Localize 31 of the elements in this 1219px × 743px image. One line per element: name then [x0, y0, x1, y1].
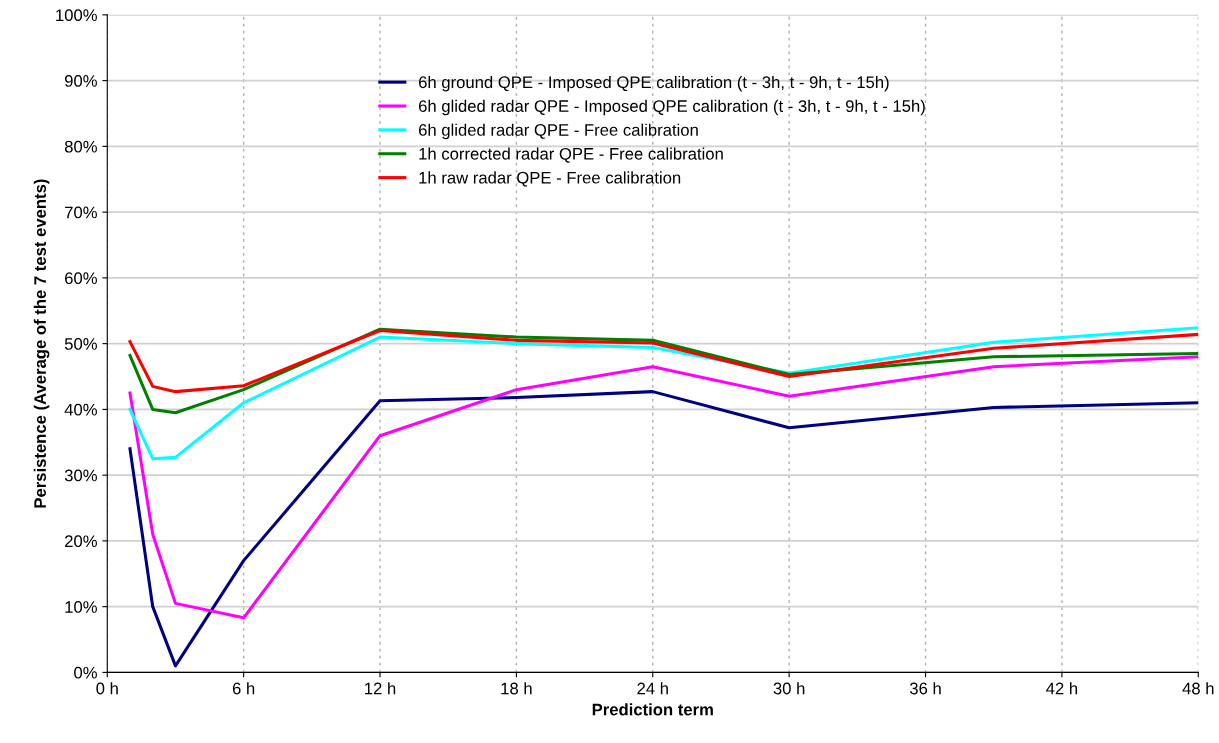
x-axis-title: Prediction term	[592, 703, 713, 716]
y-tick-label: 70%	[65, 206, 97, 219]
y-tick-label: 90%	[64, 75, 97, 87]
line-series	[128, 355, 1199, 620]
line-series	[128, 326, 1199, 461]
legend-label: 1h corrected radar QPE - Free calibration	[419, 147, 723, 163]
y-tick-label: 30%	[64, 469, 97, 482]
x-tick-label: 30 h	[773, 682, 805, 695]
legend-label: 6h ground QPE - Imposed QPE calibration (t - 3h, t - 9h, t - 15h)	[418, 75, 889, 92]
y-tick-label: 100%	[56, 9, 97, 22]
y-tick-label: 50%	[64, 338, 97, 350]
legend-label: 1h raw radar QPE - Free calibration	[419, 171, 681, 187]
legend-label: 6h glided radar QPE - Imposed QPE calibration (t - 3h, t - 9h, t - 15h)	[418, 99, 925, 116]
line-series	[128, 390, 1199, 668]
x-tick-label: 42 h	[1046, 682, 1078, 695]
x-tick-label: 24 h	[637, 682, 668, 695]
y-axis-title: Persistence (Average of the 7 test events)	[33, 179, 50, 508]
y-tick-label: 60%	[65, 272, 97, 285]
y-tick-label: 10%	[65, 601, 97, 613]
y-tick-label: 20%	[65, 535, 97, 548]
x-tick-label: 0 h	[96, 682, 118, 695]
y-tick-label: 0%	[74, 666, 97, 679]
y-tick-label: 80%	[64, 140, 97, 153]
y-tick-label: 40%	[64, 403, 97, 416]
x-tick-label: 18 h	[501, 682, 532, 695]
legend-label: 6h glided radar QPE - Free calibration	[418, 123, 698, 140]
line-series	[128, 328, 1199, 394]
x-tick-label: 12 h	[365, 682, 396, 695]
x-tick-label: 36 h	[909, 682, 941, 695]
x-tick-label: 48 h	[1182, 682, 1214, 695]
x-tick-label: 6 h	[232, 682, 255, 695]
